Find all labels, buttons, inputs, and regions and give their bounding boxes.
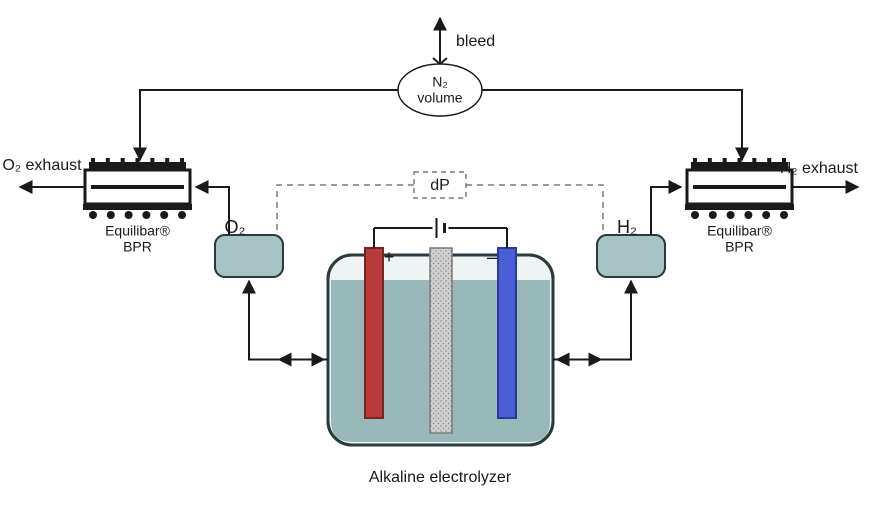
bpr-right-label-2: BPR bbox=[725, 239, 754, 255]
separator-left-body bbox=[215, 235, 283, 277]
bpr-left-label-2: BPR bbox=[123, 239, 152, 255]
n2-label-2: volume bbox=[417, 90, 462, 106]
o2-label: O₂ bbox=[225, 217, 246, 237]
h2-exhaust-label: H₂ exhaust bbox=[780, 160, 859, 177]
plus-label: + bbox=[384, 247, 395, 267]
separator-right-body bbox=[597, 235, 665, 277]
bpr-left-label-1: Equilibar® bbox=[105, 223, 170, 239]
minus-label: – bbox=[487, 247, 497, 267]
bleed-label: bleed bbox=[456, 33, 495, 50]
bpr-right-icon bbox=[685, 158, 794, 219]
bpr-right-label-1: Equilibar® bbox=[707, 223, 772, 239]
electrolyzer-label: Alkaline electrolyzer bbox=[369, 469, 512, 486]
o2-exhaust-label: O₂ exhaust bbox=[2, 157, 82, 174]
n2-label-1: N₂ bbox=[432, 74, 448, 90]
h2-label: H₂ bbox=[617, 217, 637, 237]
membrane bbox=[430, 248, 452, 433]
anode bbox=[365, 248, 383, 418]
dp-label: dP bbox=[430, 177, 450, 194]
cathode bbox=[498, 248, 516, 418]
bpr-left-icon bbox=[83, 158, 192, 219]
